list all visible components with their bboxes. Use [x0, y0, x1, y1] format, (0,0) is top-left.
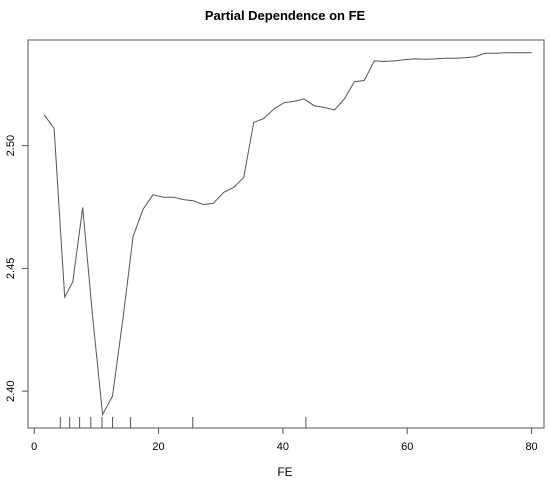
y-axis: 2.40 2.45 2.50 — [5, 135, 28, 402]
y-tick-label: 2.45 — [5, 258, 17, 279]
y-tick-label: 2.50 — [5, 135, 17, 156]
chart-title: Partial Dependence on FE — [205, 8, 366, 23]
plot-frame — [27, 39, 545, 429]
rug-marks — [59, 417, 307, 428]
x-tick-label: 80 — [525, 441, 537, 453]
x-axis-label: FE — [277, 465, 292, 479]
x-tick-label: 0 — [31, 441, 37, 453]
y-tick-label: 2.40 — [5, 380, 17, 401]
x-tick-label: 20 — [152, 441, 164, 453]
partial-dependence-line — [43, 52, 532, 417]
x-tick-label: 40 — [277, 441, 289, 453]
x-tick-label: 60 — [401, 441, 413, 453]
x-axis: 0 20 40 60 80 — [31, 428, 538, 453]
